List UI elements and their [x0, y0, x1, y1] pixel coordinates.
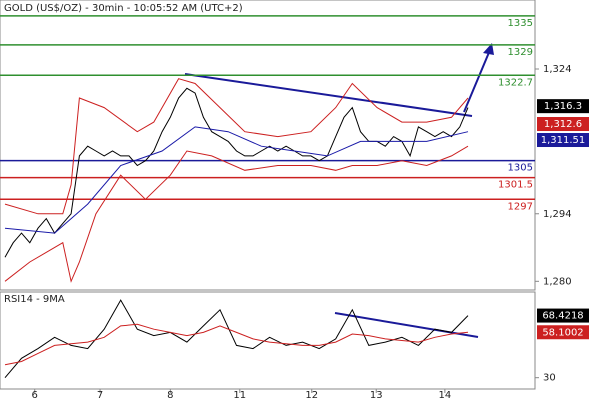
series-line: [4, 87, 469, 258]
trendline: [184, 73, 473, 117]
series-line: [4, 145, 469, 283]
price-label: 1,311.51: [541, 135, 586, 146]
y-tick-label: 1,324: [543, 64, 572, 75]
projection-arrow: [463, 49, 491, 113]
level-label: 1305: [508, 163, 533, 174]
series-line: [4, 299, 469, 379]
x-tick-label: 11: [233, 390, 246, 400]
x-tick-label: 13: [370, 390, 383, 400]
chart-title: GOLD (US$/OZ) - 30min - 10:05:52 AM (UTC…: [4, 3, 243, 14]
x-tick-label: 7: [97, 390, 103, 400]
price-label: 1,316.3: [544, 101, 582, 112]
y-tick-label: 1,294: [543, 209, 572, 220]
level-label: 1322.7: [498, 77, 533, 88]
price-box: [537, 308, 589, 323]
y-tick-label: 30: [543, 373, 556, 384]
arrow-head: [483, 43, 494, 55]
price-box: [537, 133, 589, 148]
level-label: 1335: [508, 18, 533, 29]
price-box: [537, 325, 589, 340]
level-label: 1297: [508, 201, 533, 212]
x-tick-label: 8: [167, 390, 173, 400]
rsi-trendline: [334, 312, 479, 338]
price-box: [537, 117, 589, 132]
x-tick-label: 6: [32, 390, 38, 400]
level-label: 1301.5: [498, 180, 533, 191]
x-tick-label: 12: [305, 390, 318, 400]
rsi-panel: [0, 291, 536, 390]
series-line: [4, 78, 469, 215]
series-line: [4, 323, 469, 366]
price-label: 68.4218: [542, 311, 583, 322]
y-tick-label: 1,280: [543, 276, 572, 287]
level-label: 1329: [508, 47, 533, 58]
series-line: [4, 126, 469, 234]
price-label: 1,312.6: [544, 119, 582, 130]
price-panel: [0, 0, 536, 291]
rsi-title: RSI14 - 9MA: [4, 294, 65, 305]
x-tick-label: 14: [439, 390, 452, 400]
price-box: [537, 99, 589, 114]
price-label: 58.1002: [542, 327, 583, 338]
